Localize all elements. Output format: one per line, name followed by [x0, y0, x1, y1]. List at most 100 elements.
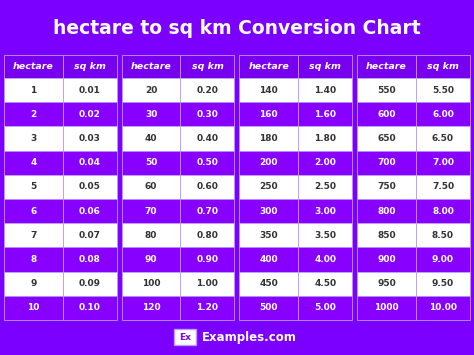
- Text: 650: 650: [377, 134, 396, 143]
- Bar: [122, 199, 181, 223]
- Bar: [122, 296, 181, 320]
- Text: 800: 800: [377, 207, 396, 215]
- Bar: [357, 102, 416, 126]
- Bar: [239, 78, 298, 102]
- Bar: [239, 102, 298, 126]
- Text: 350: 350: [259, 231, 278, 240]
- Bar: [4, 272, 63, 296]
- Text: 20: 20: [145, 86, 157, 95]
- Text: 9: 9: [30, 279, 36, 288]
- Bar: [122, 272, 181, 296]
- Text: 40: 40: [145, 134, 157, 143]
- Bar: [181, 272, 235, 296]
- Bar: [4, 126, 63, 151]
- Bar: [63, 223, 117, 247]
- Bar: [357, 272, 416, 296]
- Bar: [4, 296, 63, 320]
- Text: 0.30: 0.30: [197, 110, 219, 119]
- Bar: [357, 151, 416, 175]
- Bar: [298, 175, 352, 199]
- Bar: [357, 199, 416, 223]
- Bar: [4, 223, 63, 247]
- Text: 180: 180: [259, 134, 278, 143]
- Text: 0.04: 0.04: [79, 158, 100, 167]
- Text: 1.20: 1.20: [196, 304, 219, 312]
- Text: 90: 90: [145, 255, 157, 264]
- Text: 0.01: 0.01: [79, 86, 100, 95]
- Bar: [416, 272, 470, 296]
- Bar: [298, 199, 352, 223]
- Bar: [122, 175, 181, 199]
- Bar: [122, 247, 181, 272]
- Text: 0.50: 0.50: [197, 158, 219, 167]
- Bar: [4, 151, 63, 175]
- Bar: [181, 78, 235, 102]
- Bar: [181, 199, 235, 223]
- Text: 100: 100: [142, 279, 160, 288]
- Text: 120: 120: [142, 304, 160, 312]
- Text: 200: 200: [260, 158, 278, 167]
- Text: 7.00: 7.00: [432, 158, 454, 167]
- Bar: [63, 296, 117, 320]
- Text: 10: 10: [27, 304, 39, 312]
- Bar: [298, 78, 352, 102]
- Bar: [122, 102, 181, 126]
- Text: 5.00: 5.00: [314, 304, 336, 312]
- Bar: [122, 126, 181, 151]
- Text: 8: 8: [30, 255, 36, 264]
- Text: 0.70: 0.70: [196, 207, 219, 215]
- Bar: [239, 126, 298, 151]
- Bar: [357, 223, 416, 247]
- Bar: [239, 175, 298, 199]
- Text: hectare: hectare: [366, 62, 407, 71]
- Bar: [239, 272, 298, 296]
- Bar: [357, 78, 416, 102]
- Bar: [63, 78, 117, 102]
- Text: 0.02: 0.02: [79, 110, 100, 119]
- Text: 70: 70: [145, 207, 157, 215]
- Bar: [63, 199, 117, 223]
- Text: 250: 250: [259, 182, 278, 191]
- Text: 3: 3: [30, 134, 36, 143]
- Text: 300: 300: [260, 207, 278, 215]
- Text: sq km: sq km: [191, 62, 223, 71]
- Text: 160: 160: [259, 110, 278, 119]
- Bar: [181, 296, 235, 320]
- Text: 1.00: 1.00: [197, 279, 219, 288]
- Bar: [4, 78, 63, 102]
- Bar: [357, 175, 416, 199]
- Bar: [239, 199, 298, 223]
- Text: 8.00: 8.00: [432, 207, 454, 215]
- Text: 0.10: 0.10: [79, 304, 100, 312]
- Bar: [239, 151, 298, 175]
- Text: 6.00: 6.00: [432, 110, 454, 119]
- Text: 0.05: 0.05: [79, 182, 100, 191]
- Text: 80: 80: [145, 231, 157, 240]
- Text: 4: 4: [30, 158, 36, 167]
- Text: 950: 950: [377, 279, 396, 288]
- Bar: [63, 55, 117, 78]
- Text: 5: 5: [30, 182, 36, 191]
- Text: 400: 400: [259, 255, 278, 264]
- Text: 7: 7: [30, 231, 36, 240]
- Bar: [298, 223, 352, 247]
- Bar: [122, 223, 181, 247]
- Text: 2.50: 2.50: [314, 182, 336, 191]
- Bar: [239, 223, 298, 247]
- Bar: [4, 55, 63, 78]
- Bar: [122, 78, 181, 102]
- Text: sq km: sq km: [427, 62, 459, 71]
- Text: 600: 600: [377, 110, 396, 119]
- Text: 60: 60: [145, 182, 157, 191]
- Bar: [298, 247, 352, 272]
- Text: sq km: sq km: [309, 62, 341, 71]
- Bar: [357, 296, 416, 320]
- Bar: [63, 102, 117, 126]
- Text: 550: 550: [377, 86, 396, 95]
- Bar: [181, 151, 235, 175]
- Text: 850: 850: [377, 231, 396, 240]
- Text: 750: 750: [377, 182, 396, 191]
- Bar: [4, 199, 63, 223]
- Bar: [357, 55, 416, 78]
- Bar: [357, 247, 416, 272]
